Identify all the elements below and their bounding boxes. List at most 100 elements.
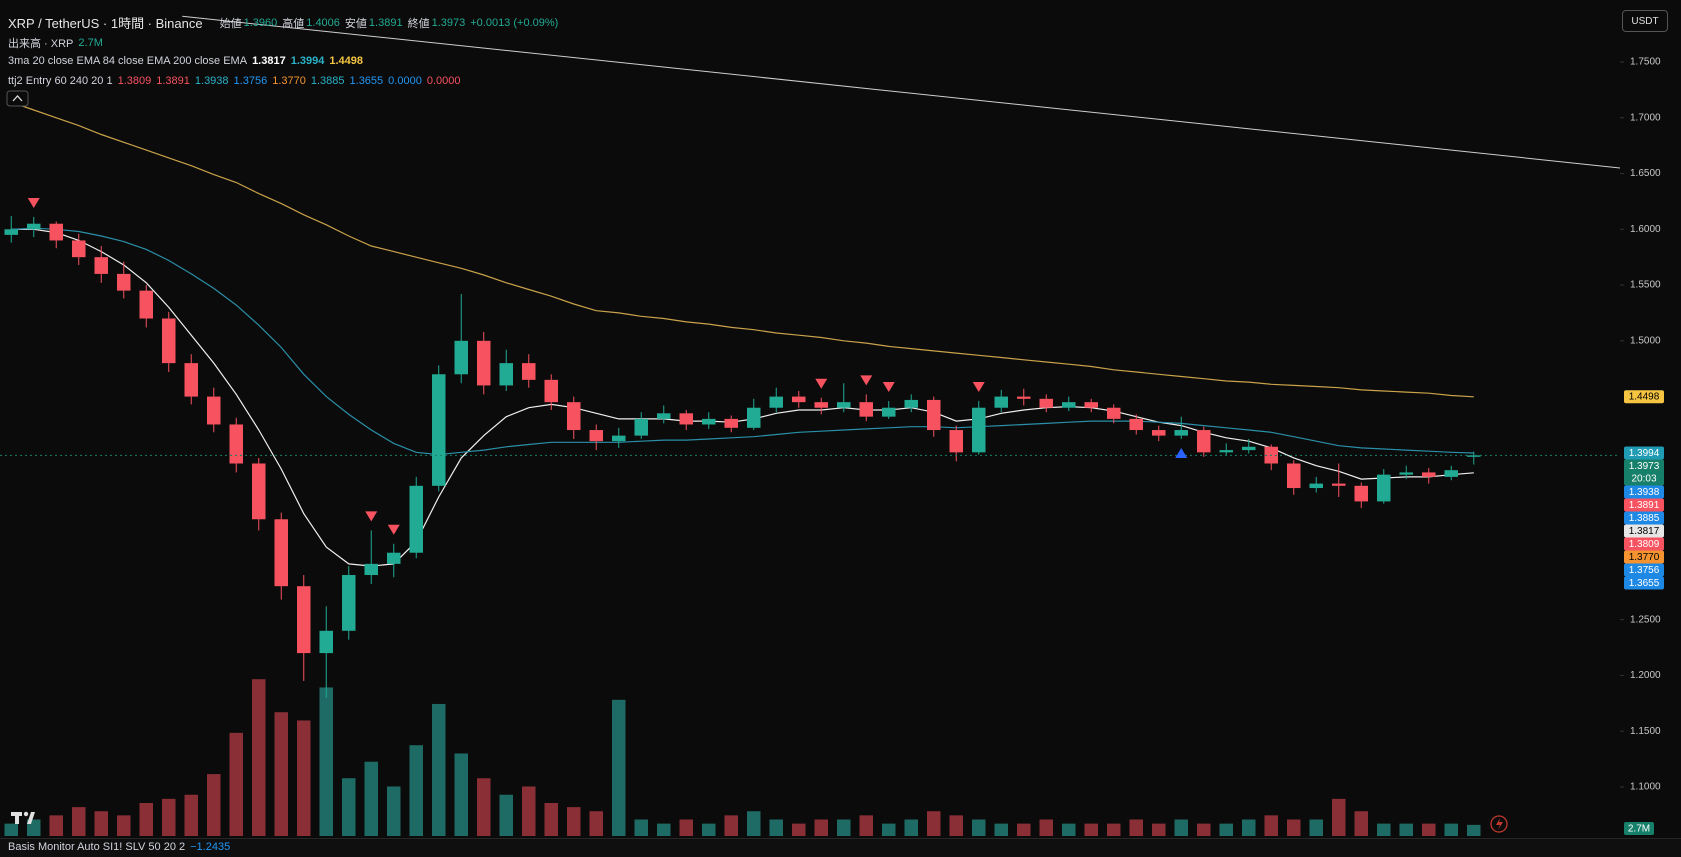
y-tick-label: 1.7500 [1630,57,1661,68]
candle-body [927,399,941,431]
y-tick-label: 1.5500 [1630,280,1661,291]
candle-body [409,485,423,553]
volume-bar [432,703,446,836]
price-tag-label: 1.3973 [1629,461,1660,472]
ohlc-label: 高値 [282,17,305,30]
volume-bar [837,819,851,836]
candle-body [882,407,896,417]
volume-bar [567,807,581,836]
currency-button[interactable]: USDT [1622,10,1668,32]
price-tag-label: 1.3809 [1629,539,1660,550]
alert-icon[interactable] [1490,815,1508,833]
collapse-button[interactable] [6,90,29,107]
volume-bar [342,778,356,836]
footer: Basis Monitor Auto SI1! SLV 50 20 2 −1.24… [0,838,1681,857]
ttj2-value: 1.3756 [233,75,268,87]
volume-bar [634,819,648,836]
trendline [182,15,1620,169]
volume-bar [1039,819,1053,836]
y-tick-label: 1.5000 [1630,335,1661,346]
volume-bar [4,823,18,836]
volume-bar [702,823,716,836]
price-tag [1624,446,1664,460]
volume-bar [139,802,153,836]
plot-area [0,15,1620,836]
volume-value: 2.7M [78,37,103,49]
candle-body [1422,472,1436,477]
sell-signal [387,524,400,535]
candle-body [837,402,851,408]
volume-bar [1062,823,1076,836]
candle-body [904,399,918,408]
volume-bar [1354,811,1368,836]
volume-label: 出来高 · XRP [8,38,74,50]
candle-body [49,223,63,241]
candle-body [657,413,671,419]
volume-bar [1444,823,1458,836]
candle-body [769,396,783,408]
candle-body [229,424,243,464]
volume-bar [1174,819,1188,836]
price-tag [1624,576,1664,590]
ema-line [11,228,1474,567]
volume-tag-label: 2.7M [1628,824,1650,835]
candle-body [27,223,41,230]
volume-bar [94,811,108,836]
candle-body [207,396,221,425]
volume-bar [792,823,806,836]
footer-label: Basis Monitor Auto SI1! SLV 50 20 2 [8,841,186,853]
volume-bar [1152,823,1166,836]
price-tag [1624,498,1664,512]
volume-bar [1219,823,1233,836]
sell-signal [815,378,828,389]
candle-body [454,340,468,375]
candle-body [1219,450,1233,453]
candle-body [1107,407,1121,419]
candle-body [792,396,806,403]
price-tag-label: 1.3756 [1629,565,1660,576]
volume-bar [117,815,131,836]
ma-value: 1.4498 [329,55,364,67]
ttj2-value: 1.3938 [194,75,229,87]
candle-body [679,413,693,425]
volume-bar [499,794,513,836]
volume-bar [657,823,671,836]
candle-body [139,290,153,319]
candle-body [1129,418,1143,431]
volume-bar [1422,823,1436,836]
candle-body [972,407,986,453]
candle-body [1197,430,1211,453]
volume-bar [1197,823,1211,836]
volume-bar [1467,824,1481,836]
price-tag [1624,524,1664,538]
volume-bar [1377,823,1391,836]
candle-body [1309,483,1323,489]
price-tag-countdown: 20:03 [1631,474,1656,485]
volume-bar [904,819,918,836]
volume-bar [319,687,333,836]
y-tick-label: 1.2500 [1630,614,1661,625]
candle-body [1354,485,1368,502]
volume-bar [49,815,63,836]
volume-bar [1264,815,1278,836]
ttj2-value: 1.3809 [117,75,152,87]
y-tick-label: 1.6000 [1630,224,1661,235]
candle-body [1332,483,1346,486]
candle-body [319,630,333,654]
ttj2-label: ttj2 Entry 60 240 20 1 [8,75,113,87]
volume-bar [1242,819,1256,836]
volume-bar [477,778,491,836]
price-tag-label: 1.3655 [1629,578,1660,589]
candle-body [274,519,288,587]
volume-bar [679,819,693,836]
candle-body [1152,430,1166,436]
volume-bar [1287,819,1301,836]
volume-bar [972,819,986,836]
volume-bar [1017,823,1031,836]
volume-bar [274,712,288,836]
volume-bar [1332,798,1346,836]
candle-body [634,418,648,436]
sell-signal [882,382,895,393]
price-tag [1624,390,1664,404]
